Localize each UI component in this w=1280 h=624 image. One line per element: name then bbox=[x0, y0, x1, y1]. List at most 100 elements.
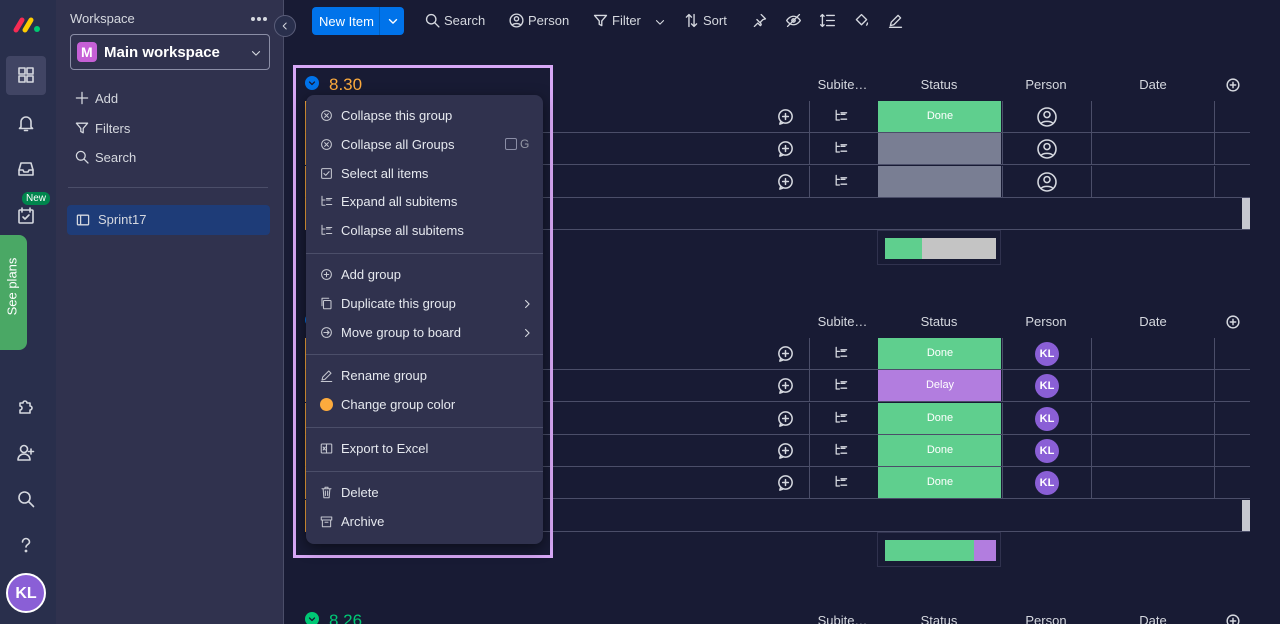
rail-apps[interactable] bbox=[16, 396, 36, 416]
workspace-menu[interactable] bbox=[249, 9, 269, 29]
sidebar-action[interactable]: Add bbox=[95, 91, 119, 106]
item-update[interactable] bbox=[776, 473, 795, 492]
date-cell[interactable] bbox=[1091, 101, 1215, 133]
menu-item-icon bbox=[319, 108, 334, 123]
status-cell[interactable]: Done bbox=[877, 338, 1001, 369]
workspace-dropdown[interactable]: M Main workspace bbox=[70, 34, 270, 70]
see-plans-tab[interactable]: See plans bbox=[0, 235, 27, 350]
group-title[interactable]: 8.26 bbox=[329, 611, 363, 624]
menu-item[interactable]: Export to Excel bbox=[312, 436, 537, 462]
menu-item[interactable]: Duplicate this group bbox=[312, 291, 537, 317]
menu-item[interactable]: Archive bbox=[312, 509, 537, 535]
menu-item[interactable]: Delete bbox=[312, 480, 537, 506]
person-cell[interactable]: KL bbox=[1002, 402, 1090, 435]
rail-search[interactable] bbox=[16, 489, 36, 509]
toolbar-tool[interactable] bbox=[887, 12, 904, 29]
date-cell[interactable] bbox=[1091, 434, 1215, 467]
user-avatar[interactable]: KL bbox=[6, 573, 46, 613]
group-title[interactable]: 8.30 bbox=[329, 75, 363, 94]
person-cell[interactable]: KL bbox=[1002, 370, 1090, 403]
menu-item[interactable]: Rename group bbox=[312, 363, 537, 389]
date-cell[interactable] bbox=[1091, 165, 1215, 198]
menu-item[interactable]: Move group to board bbox=[312, 320, 537, 346]
menu-item[interactable]: Collapse this group bbox=[312, 103, 537, 129]
date-cell[interactable] bbox=[1091, 467, 1215, 500]
toolbar-tool[interactable] bbox=[819, 12, 836, 29]
sidebar-action[interactable]: Filters bbox=[95, 120, 131, 136]
menu-item[interactable]: Expand all subitems bbox=[312, 189, 537, 215]
toolbar-action[interactable]: Filter bbox=[612, 13, 641, 28]
menu-item-label: Move group to board bbox=[341, 324, 461, 340]
date-cell[interactable] bbox=[1091, 133, 1215, 166]
menu-item[interactable]: Collapse all subitems bbox=[312, 218, 537, 244]
workspace-icon: M bbox=[77, 42, 97, 62]
status-cell[interactable]: Done bbox=[877, 402, 1001, 434]
menu-item-label: Change group color bbox=[341, 397, 456, 413]
add-column[interactable] bbox=[1224, 612, 1242, 624]
menu-divider bbox=[306, 354, 543, 356]
subitems-cell[interactable] bbox=[809, 370, 876, 403]
status-cell[interactable]: Done bbox=[877, 101, 1001, 132]
person-cell[interactable]: KL bbox=[1002, 338, 1090, 370]
toolbar-tool[interactable] bbox=[751, 12, 768, 29]
rail-inbox[interactable] bbox=[16, 159, 36, 179]
add-column[interactable] bbox=[1224, 313, 1242, 331]
add-column[interactable] bbox=[1224, 76, 1242, 94]
date-cell[interactable] bbox=[1091, 370, 1215, 403]
status-label: Done bbox=[926, 110, 954, 122]
subitems-cell[interactable] bbox=[809, 402, 876, 435]
date-cell[interactable] bbox=[1091, 402, 1215, 435]
subitems-cell[interactable] bbox=[809, 101, 876, 133]
group-toggle[interactable] bbox=[305, 76, 319, 90]
rail-notifications[interactable] bbox=[16, 113, 36, 133]
group-toggle[interactable] bbox=[305, 612, 319, 624]
person-cell[interactable]: KL bbox=[1002, 434, 1090, 467]
toolbar-action[interactable]: Person bbox=[528, 13, 570, 28]
menu-item[interactable]: Select all items bbox=[312, 161, 537, 187]
item-update[interactable] bbox=[776, 172, 795, 191]
status-cell[interactable] bbox=[877, 133, 1001, 165]
toolbar-action[interactable]: Sort bbox=[703, 13, 727, 28]
menu-item-icon bbox=[319, 485, 334, 500]
person-initials: KL bbox=[1039, 477, 1055, 490]
person-cell[interactable] bbox=[1002, 101, 1090, 133]
item-update[interactable] bbox=[776, 376, 795, 395]
person-cell[interactable] bbox=[1002, 165, 1090, 198]
menu-item[interactable]: Add group bbox=[312, 262, 537, 288]
filter-chevron[interactable] bbox=[653, 15, 667, 29]
board-item[interactable]: Sprint17 bbox=[67, 205, 270, 235]
person-cell[interactable] bbox=[1002, 133, 1090, 166]
menu-item[interactable]: Change group color bbox=[312, 392, 537, 418]
subitems-cell[interactable] bbox=[809, 434, 876, 467]
new-badge: New bbox=[22, 192, 50, 205]
menu-item-label: Export to Excel bbox=[341, 441, 429, 456]
item-update[interactable] bbox=[776, 344, 795, 363]
subitems-cell[interactable] bbox=[809, 338, 876, 370]
rail-my-work[interactable] bbox=[16, 206, 36, 226]
sidebar-action[interactable]: Search bbox=[95, 150, 137, 165]
status-cell[interactable] bbox=[877, 165, 1001, 197]
status-cell[interactable]: Done bbox=[877, 467, 1001, 499]
date-cell[interactable] bbox=[1091, 338, 1215, 370]
rail-home[interactable] bbox=[6, 56, 46, 95]
subitems-cell[interactable] bbox=[809, 133, 876, 166]
item-update[interactable] bbox=[776, 409, 795, 428]
item-update[interactable] bbox=[776, 441, 795, 460]
status-label: Done bbox=[926, 347, 954, 359]
person-cell[interactable]: KL bbox=[1002, 467, 1090, 500]
status-cell[interactable]: Done bbox=[877, 434, 1001, 466]
rail-invite[interactable] bbox=[16, 443, 36, 463]
new-item-button[interactable]: New Item bbox=[312, 7, 404, 35]
toolbar-action[interactable]: Search bbox=[444, 13, 486, 28]
collapse-sidebar[interactable] bbox=[274, 15, 296, 37]
item-update[interactable] bbox=[776, 107, 795, 126]
logo[interactable] bbox=[12, 14, 42, 34]
toolbar-tool[interactable] bbox=[853, 12, 870, 29]
menu-item[interactable]: Collapse all Groups G bbox=[312, 132, 537, 158]
subitems-cell[interactable] bbox=[809, 467, 876, 500]
item-update[interactable] bbox=[776, 139, 795, 158]
status-cell[interactable]: Delay bbox=[877, 370, 1001, 402]
rail-help[interactable] bbox=[16, 535, 36, 555]
subitems-cell[interactable] bbox=[809, 165, 876, 198]
toolbar-tool[interactable] bbox=[785, 12, 802, 29]
